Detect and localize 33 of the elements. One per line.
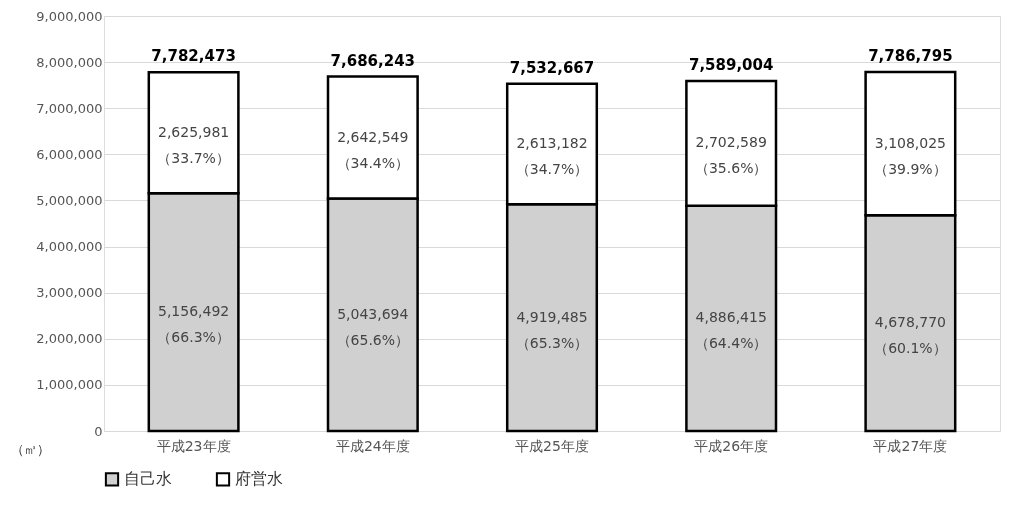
total-label: 7,589,004: [688, 56, 774, 75]
data-label: 5,043,694 （65.6%）: [336, 305, 410, 348]
data-label: 2,613,182 （34.7%）: [515, 134, 589, 177]
y-axis-title: （㎥）: [10, 441, 50, 457]
data-label: 2,625,981 （33.7%）: [157, 123, 230, 166]
y-tick-label: 4,000,000: [36, 239, 103, 255]
data-label: 3,108,025 （39.9%）: [874, 134, 947, 177]
y-tick-label: 6,000,000: [36, 146, 103, 162]
y-tick-label: 1,000,000: [36, 377, 103, 393]
data-label: 4,886,415 （64.4%）: [694, 309, 768, 352]
data-label: 4,678,770 （60.1%）: [874, 314, 947, 357]
x-tick-label: 平成23年度: [156, 437, 231, 454]
total-label: 7,786,795: [868, 46, 953, 65]
y-tick-label: 0: [94, 423, 103, 439]
x-tick-label: 平成25年度: [515, 437, 589, 454]
total-label: 7,532,667: [509, 58, 595, 77]
y-tick-label: 7,000,000: [36, 100, 103, 116]
data-label: 2,642,549 （34.4%）: [336, 128, 410, 171]
legend-label: 府営水: [235, 469, 283, 489]
x-tick-label: 平成24年度: [335, 437, 410, 454]
data-label: 4,919,485 （65.3%）: [515, 308, 589, 351]
y-tick-label: 2,000,000: [36, 331, 103, 347]
x-tick-label: 平成26年度: [694, 437, 769, 454]
y-tick-label: 8,000,000: [36, 54, 103, 70]
total-label: 7,782,473: [151, 47, 236, 66]
x-tick-label: 平成27年度: [873, 437, 948, 454]
total-label: 7,686,243: [330, 51, 416, 70]
legend-label: 自己水: [124, 469, 172, 489]
data-label: 5,156,492 （66.3%）: [157, 303, 230, 346]
y-tick-label: 5,000,000: [36, 192, 103, 208]
y-tick-label: 3,000,000: [36, 285, 103, 301]
data-label: 2,702,589 （35.6%）: [694, 134, 768, 177]
y-tick-label: 9,000,000: [36, 8, 103, 24]
